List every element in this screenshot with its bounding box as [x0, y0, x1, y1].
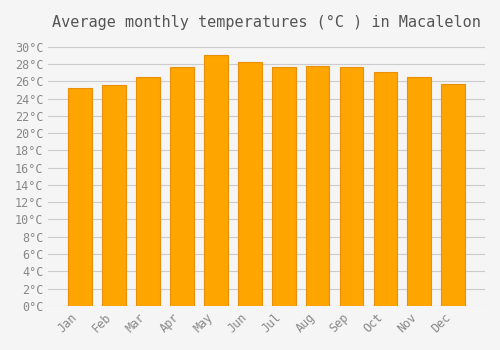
Bar — [170, 66, 194, 306]
Bar — [204, 55, 228, 306]
Title: Average monthly temperatures (°C ) in Macalelon: Average monthly temperatures (°C ) in Ma… — [52, 15, 481, 30]
Bar — [340, 66, 363, 306]
Bar — [272, 66, 295, 306]
Bar — [102, 85, 126, 306]
Bar — [238, 62, 262, 306]
Bar — [68, 88, 92, 306]
Bar — [442, 84, 465, 306]
Bar — [136, 77, 160, 306]
Bar — [374, 72, 398, 306]
Bar — [408, 77, 431, 306]
Bar — [306, 66, 330, 306]
